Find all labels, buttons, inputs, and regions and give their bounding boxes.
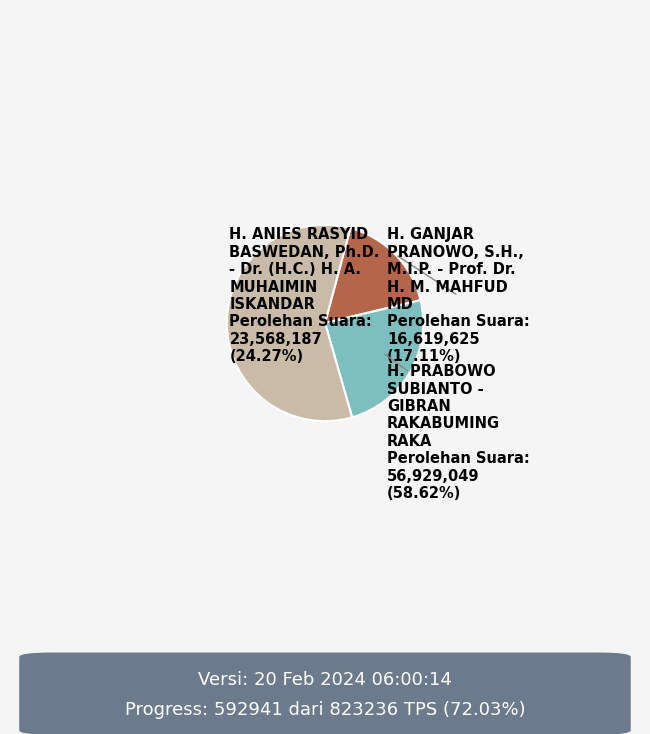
Wedge shape — [325, 228, 421, 323]
Text: Versi: 20 Feb 2024 06:00:14: Versi: 20 Feb 2024 06:00:14 — [198, 672, 452, 689]
Text: Progress: 592941 dari 823236 TPS (72.03%): Progress: 592941 dari 823236 TPS (72.03%… — [125, 701, 525, 719]
Text: H. GANJAR
PRANOWO, S.H.,
M.I.P. - Prof. Dr.
H. M. MAHFUD
MD
Perolehan Suara:
16,: H. GANJAR PRANOWO, S.H., M.I.P. - Prof. … — [387, 228, 530, 364]
Text: H. ANIES RASYID
BASWEDAN, Ph.D.
- Dr. (H.C.) H. A.
MUHAIMIN
ISKANDAR
Perolehan S: H. ANIES RASYID BASWEDAN, Ph.D. - Dr. (H… — [229, 228, 408, 371]
Text: H. PRABOWO
SUBIANTO -
GIBRAN
RAKABUMING
RAKA
Perolehan Suara:
56,929,049
(58.62%: H. PRABOWO SUBIANTO - GIBRAN RAKABUMING … — [387, 364, 530, 501]
Wedge shape — [325, 300, 423, 418]
Wedge shape — [227, 225, 352, 421]
FancyBboxPatch shape — [20, 653, 630, 734]
